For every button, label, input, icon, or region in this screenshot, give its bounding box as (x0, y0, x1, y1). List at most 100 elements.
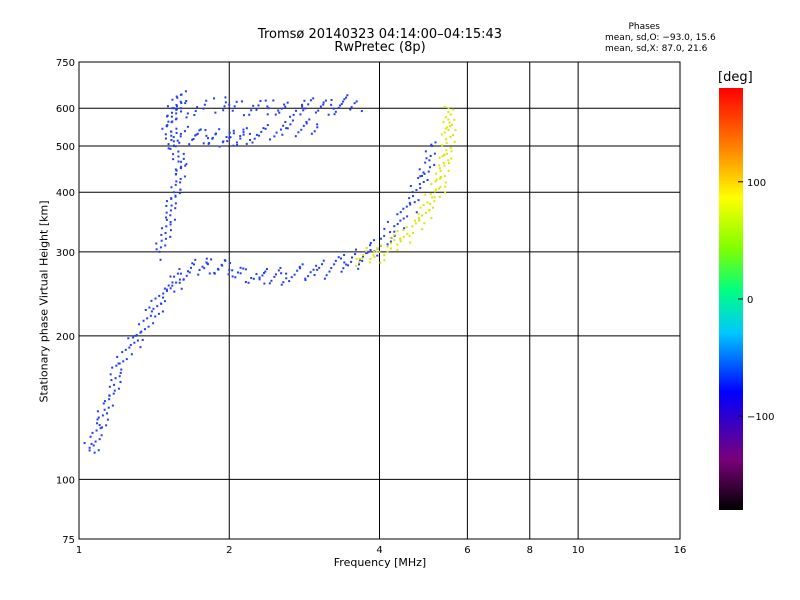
scatter-point (179, 100, 182, 103)
scatter-point (106, 418, 109, 421)
scatter-point (285, 277, 288, 280)
scatter-point (290, 276, 293, 279)
scatter-point (389, 242, 392, 245)
scatter-point (171, 281, 174, 284)
scatter-point (282, 124, 285, 127)
scatter-point (442, 121, 445, 124)
scatter-point (228, 268, 231, 271)
scatter-point (173, 275, 176, 278)
scatter-point (170, 197, 173, 200)
scatter-point (159, 258, 162, 261)
scatter-point (426, 178, 429, 181)
scatter-point (177, 155, 180, 158)
scatter-point (91, 431, 94, 434)
scatter-point (170, 111, 173, 114)
scatter-point (89, 435, 92, 438)
scatter-point (171, 120, 174, 123)
scatter-point (242, 267, 245, 270)
scatter-point (272, 99, 275, 102)
scatter-point (184, 90, 187, 93)
scatter-point (164, 232, 167, 235)
scatter-point (343, 261, 346, 264)
scatter-point (214, 132, 217, 135)
scatter-point (440, 133, 443, 136)
scatter-point (179, 107, 182, 110)
scatter-point (443, 175, 446, 178)
scatter-point (173, 290, 176, 293)
scatter-point (293, 273, 296, 276)
scatter-point (369, 241, 372, 244)
scatter-point (184, 164, 187, 167)
scatter-point (239, 272, 242, 275)
scatter-point (273, 275, 276, 278)
scatter-point (281, 133, 284, 136)
scatter-point (316, 268, 319, 271)
scatter-point (258, 278, 261, 281)
scatter-point (166, 124, 169, 127)
scatter-point (447, 162, 450, 165)
scatter-point (132, 336, 135, 339)
scatter-point (119, 371, 122, 374)
scatter-point (319, 105, 322, 108)
scatter-point (186, 112, 189, 115)
scatter-point (360, 110, 363, 113)
scatter-point (261, 274, 264, 277)
scatter-point (429, 154, 432, 157)
scatter-point (175, 169, 178, 172)
scatter-point (110, 379, 113, 382)
scatter-point (169, 220, 172, 223)
scatter-point (369, 249, 372, 252)
scatter-point (179, 93, 182, 96)
scatter-point (251, 141, 254, 144)
scatter-point (155, 248, 158, 251)
scatter-point (414, 222, 417, 225)
scatter-point (169, 275, 172, 278)
scatter-point (92, 444, 95, 447)
scatter-point (252, 104, 255, 107)
scatter-point (149, 314, 152, 317)
scatter-point (191, 262, 194, 265)
scatter-point (179, 166, 182, 169)
scatter-point (305, 122, 308, 125)
scatter-point (206, 263, 209, 266)
scatter-point (185, 163, 188, 166)
scatter-point (105, 424, 108, 427)
scatter-point (286, 101, 289, 104)
scatter-point (273, 135, 276, 138)
scatter-point (431, 196, 434, 199)
scatter-point (120, 368, 123, 371)
scatter-point (433, 163, 436, 166)
scatter-point (242, 131, 245, 134)
scatter-point (169, 287, 172, 290)
scatter-point (328, 270, 331, 273)
scatter-point (399, 219, 402, 222)
scatter-point (428, 159, 431, 162)
scatter-point (182, 157, 185, 160)
scatter-point (179, 188, 182, 191)
scatter-point (170, 186, 173, 189)
scatter-point (203, 267, 206, 270)
scatter-point (199, 128, 202, 131)
scatter-point (439, 176, 442, 179)
scatter-point (150, 299, 153, 302)
scatter-point (165, 289, 168, 292)
scatter-point (169, 235, 172, 238)
scatter-point (253, 137, 256, 140)
scatter-point (441, 155, 444, 158)
scatter-point (175, 281, 178, 284)
scatter-point (229, 261, 232, 264)
scatter-point (330, 103, 333, 106)
scatter-point (160, 233, 163, 236)
scatter-point (267, 107, 270, 110)
scatter-point (198, 129, 201, 132)
scatter-point (119, 380, 122, 383)
scatter-point (438, 156, 441, 159)
scatter-point (197, 273, 200, 276)
scatter-point (435, 172, 438, 175)
scatter-point (158, 250, 161, 253)
scatter-point (179, 135, 182, 138)
scatter-point (453, 118, 456, 121)
scatter-point (307, 275, 310, 278)
scatter-point (184, 102, 187, 105)
scatter-point (396, 248, 399, 251)
